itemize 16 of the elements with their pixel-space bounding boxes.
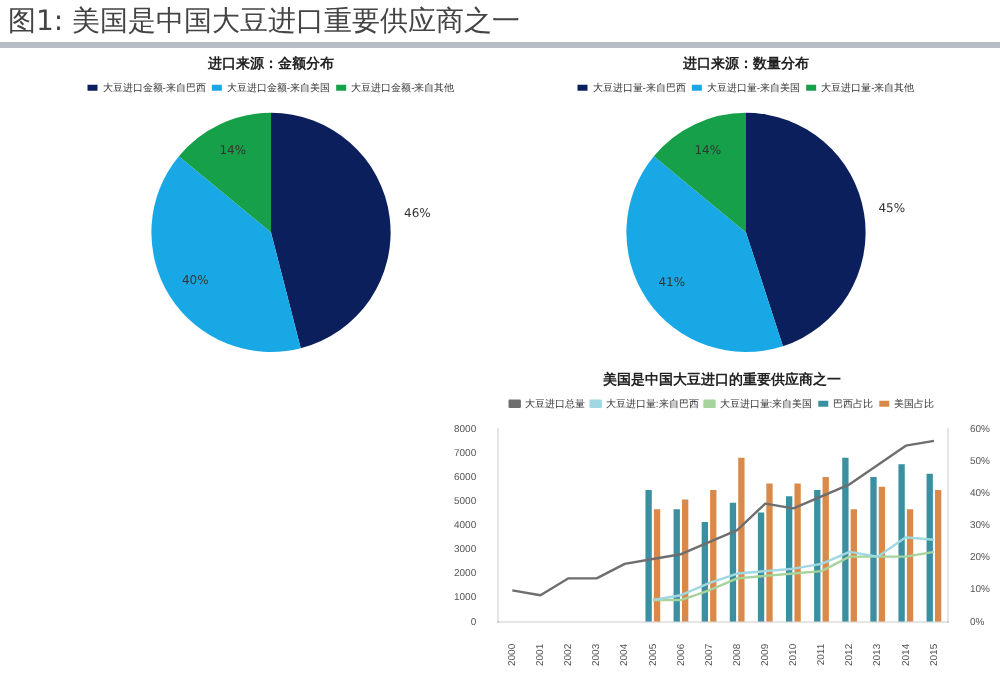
bar (842, 457, 849, 622)
bar (934, 489, 942, 622)
bar (653, 509, 661, 622)
bar (906, 509, 914, 622)
bar (870, 477, 877, 622)
bar (766, 483, 773, 622)
bar (898, 464, 905, 622)
bar (926, 473, 933, 622)
caption: 图1: 美国是中国大豆进口重要供应商之一 (8, 4, 521, 40)
bar (786, 496, 793, 622)
bar (850, 509, 857, 622)
bar (738, 457, 745, 622)
bar (878, 486, 886, 622)
bar (645, 489, 652, 622)
bar (794, 483, 801, 622)
bar (757, 512, 765, 622)
